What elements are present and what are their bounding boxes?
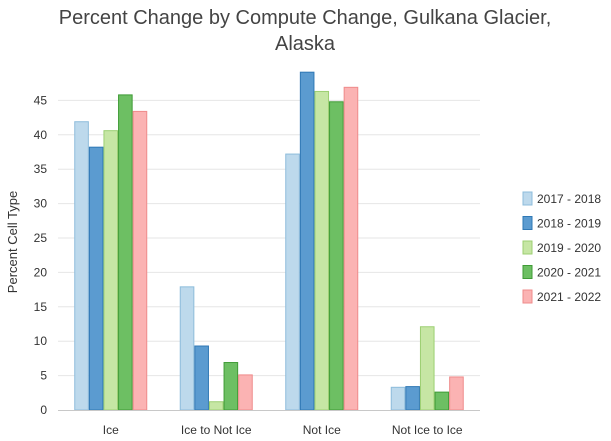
x-tick-label: Not Ice to Ice (392, 423, 463, 437)
y-tick-label: 10 (34, 334, 48, 348)
legend-item[interactable]: 2019 - 2020 (522, 240, 601, 255)
chart-title-line: Alaska (275, 33, 336, 55)
y-axis-title: Percent Cell Type (5, 191, 20, 293)
legend-label: 2018 - 2019 (537, 217, 601, 231)
legend-item[interactable]: 2020 - 2021 (522, 265, 601, 280)
x-tick-label: Ice (103, 423, 119, 437)
bar[interactable] (405, 386, 420, 411)
y-tick-label: 45 (34, 93, 48, 107)
bar[interactable] (194, 345, 209, 411)
legend-item[interactable]: 2017 - 2018 (522, 191, 601, 206)
bar[interactable] (74, 121, 89, 411)
y-axis: 0 5 10 15 20 25 30 35 40 45 Percent Cell Type (5, 93, 47, 417)
bar[interactable] (88, 146, 104, 411)
legend-label: 2021 - 2022 (537, 290, 601, 304)
y-tick-label: 30 (34, 197, 48, 211)
x-tick-label: Not Ice (303, 423, 341, 437)
legend-swatch (522, 265, 533, 279)
legend-swatch (522, 289, 533, 304)
x-axis: Ice Ice to Not Ice Not Ice Not Ice to Ice (58, 410, 480, 437)
y-tick-label: 35 (34, 162, 48, 176)
bar[interactable] (118, 94, 133, 411)
legend: 2017 - 2018 2018 - 2019 2019 - 2020 2020 - … (522, 191, 601, 304)
bar[interactable] (390, 386, 406, 411)
bar[interactable] (449, 376, 464, 411)
bar[interactable] (314, 90, 330, 411)
chart-title: Percent Change by Compute Change, Gulkan… (59, 7, 552, 55)
y-tick-label: 5 (40, 369, 47, 383)
bar[interactable] (223, 362, 239, 411)
x-tick-label: Ice to Not Ice (181, 423, 252, 437)
legend-swatch (522, 240, 533, 255)
legend-label: 2019 - 2020 (537, 241, 601, 255)
legend-item[interactable]: 2021 - 2022 (522, 289, 601, 304)
y-tick-label: 20 (34, 265, 48, 279)
bars (74, 71, 464, 411)
bar[interactable] (434, 391, 450, 411)
bar[interactable] (238, 374, 253, 411)
legend-swatch (522, 216, 533, 230)
bar[interactable] (103, 130, 119, 411)
bar[interactable] (419, 326, 435, 411)
bar[interactable] (299, 71, 315, 411)
chart-title-line: Percent Change by Compute Change, Gulkan… (59, 7, 552, 29)
legend-swatch (522, 191, 533, 206)
bar[interactable] (208, 401, 224, 411)
bar[interactable] (285, 153, 300, 411)
y-tick-label: 0 (40, 403, 47, 417)
y-tick-label: 40 (34, 128, 48, 142)
bar[interactable] (343, 86, 359, 411)
y-tick-label: 25 (34, 231, 48, 245)
legend-item[interactable]: 2018 - 2019 (522, 216, 601, 231)
bar[interactable] (329, 101, 344, 411)
bar[interactable] (179, 286, 195, 411)
legend-label: 2017 - 2018 (537, 192, 601, 206)
bar[interactable] (132, 110, 148, 411)
legend-label: 2020 - 2021 (537, 266, 601, 280)
y-tick-label: 15 (34, 300, 48, 314)
